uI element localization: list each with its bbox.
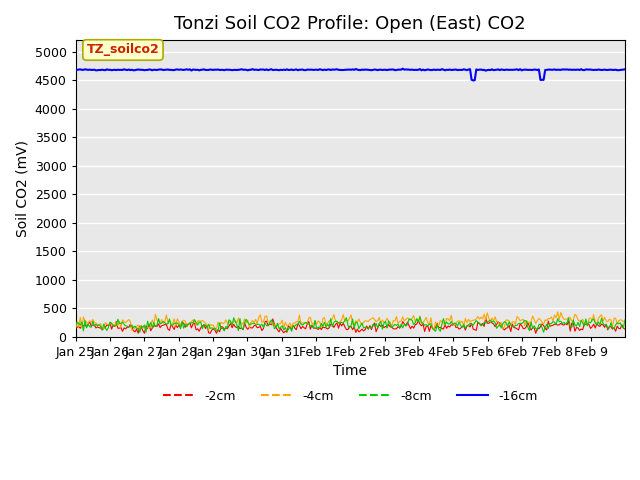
Legend: -2cm, -4cm, -8cm, -16cm: -2cm, -4cm, -8cm, -16cm [158,384,542,408]
Y-axis label: Soil CO2 (mV): Soil CO2 (mV) [15,140,29,237]
Text: TZ_soilco2: TZ_soilco2 [86,44,159,57]
Title: Tonzi Soil CO2 Profile: Open (East) CO2: Tonzi Soil CO2 Profile: Open (East) CO2 [175,15,526,33]
X-axis label: Time: Time [333,364,367,378]
